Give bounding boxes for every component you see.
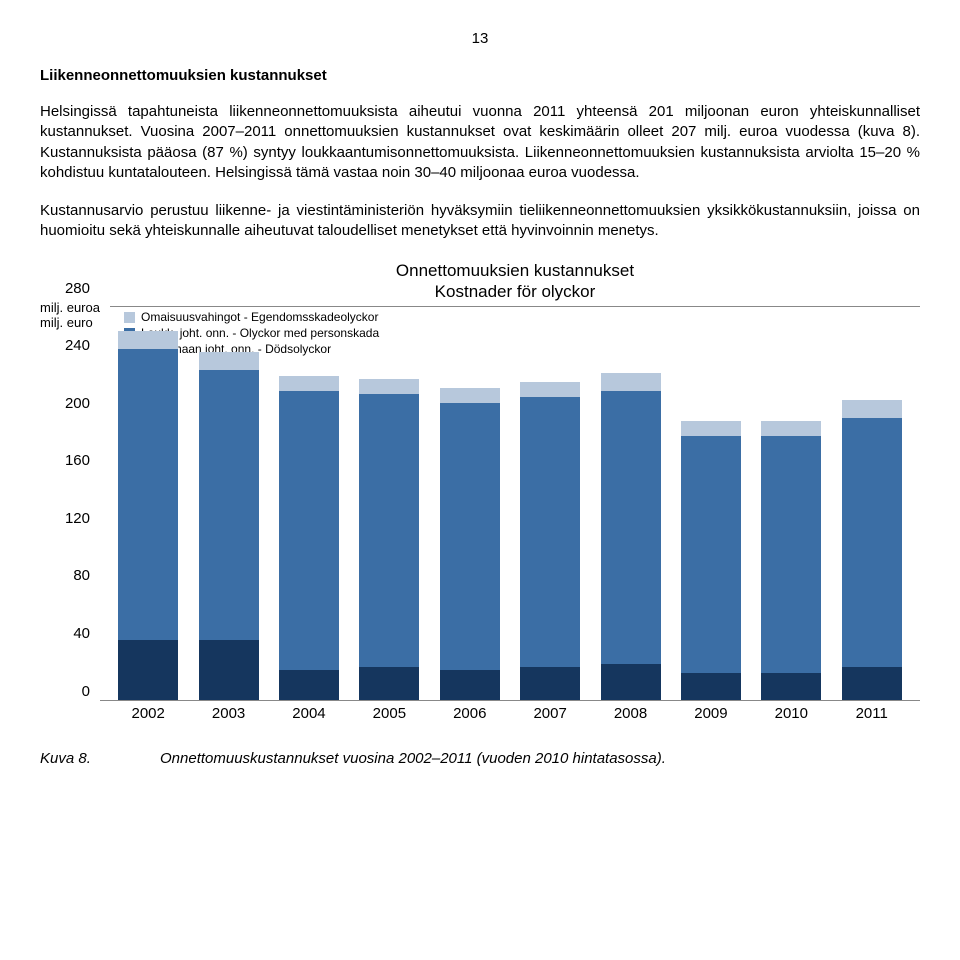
- bar-segment-deaths: [842, 667, 902, 700]
- y-tick: 240: [65, 337, 90, 354]
- bar: [520, 382, 580, 700]
- bar-segment-injuries: [118, 349, 178, 640]
- bar-segment-property: [279, 376, 339, 391]
- y-axis: 280 240 200 160 120 80 40 0: [40, 280, 100, 700]
- cost-chart: milj. euroa milj. euro Onnettomuuksien k…: [40, 260, 920, 722]
- x-tick: 2004: [279, 705, 339, 722]
- bar-segment-deaths: [761, 673, 821, 700]
- bar-segment-property: [359, 379, 419, 394]
- figure-caption: Kuva 8. Onnettomuuskustannukset vuosina …: [40, 750, 920, 767]
- bar-segment-deaths: [359, 667, 419, 700]
- plot-region: [100, 280, 920, 701]
- x-tick: 2011: [842, 705, 902, 722]
- caption-text: Onnettomuuskustannukset vuosina 2002–201…: [160, 750, 666, 767]
- page-number: 13: [40, 30, 920, 47]
- y-tick: 0: [82, 683, 90, 700]
- bar-segment-injuries: [601, 391, 661, 664]
- bar-segment-injuries: [761, 436, 821, 673]
- caption-label: Kuva 8.: [40, 750, 160, 767]
- bar-segment-property: [761, 421, 821, 436]
- bar-segment-injuries: [199, 370, 259, 640]
- bar-segment-deaths: [681, 673, 741, 700]
- bar-segment-deaths: [520, 667, 580, 700]
- y-tick: 200: [65, 395, 90, 412]
- section-heading: Liikenneonnettomuuksien kustannukset: [40, 67, 920, 84]
- bar-segment-injuries: [520, 397, 580, 667]
- paragraph-1: Helsingissä tapahtuneista liikenneonnett…: [40, 102, 920, 183]
- bar-segment-deaths: [440, 670, 500, 700]
- chart-plot-area: 280 240 200 160 120 80 40 0: [40, 280, 920, 701]
- bar-segment-property: [440, 388, 500, 403]
- bar-segment-injuries: [842, 418, 902, 667]
- bar: [761, 421, 821, 700]
- bar-segment-injuries: [440, 403, 500, 670]
- bar-segment-deaths: [279, 670, 339, 700]
- x-tick: 2007: [520, 705, 580, 722]
- bar-segment-property: [601, 373, 661, 391]
- bar-segment-deaths: [199, 640, 259, 700]
- bar: [681, 421, 741, 700]
- x-tick: 2005: [359, 705, 419, 722]
- chart-title-line1: Onnettomuuksien kustannukset: [110, 260, 920, 281]
- bar: [118, 331, 178, 700]
- bar: [279, 376, 339, 700]
- y-tick: 80: [73, 567, 90, 584]
- x-tick: 2002: [118, 705, 178, 722]
- bar-segment-injuries: [681, 436, 741, 673]
- bar-segment-property: [199, 352, 259, 370]
- x-tick: 2009: [681, 705, 741, 722]
- y-tick: 160: [65, 452, 90, 469]
- y-tick: 120: [65, 510, 90, 527]
- bars-container: [100, 280, 920, 700]
- bar-segment-property: [842, 400, 902, 418]
- bar: [601, 373, 661, 700]
- bar: [440, 388, 500, 700]
- x-tick: 2010: [761, 705, 821, 722]
- bar-segment-injuries: [359, 394, 419, 667]
- y-tick: 280: [65, 280, 90, 297]
- bar-segment-property: [520, 382, 580, 397]
- x-tick: 2006: [440, 705, 500, 722]
- bar: [359, 379, 419, 700]
- bar-segment-property: [118, 331, 178, 349]
- bar-segment-deaths: [118, 640, 178, 700]
- bar: [199, 352, 259, 700]
- bar-segment-injuries: [279, 391, 339, 670]
- x-axis: 2002 2003 2004 2005 2006 2007 2008 2009 2010 2011: [100, 701, 920, 722]
- y-tick: 40: [73, 625, 90, 642]
- paragraph-2: Kustannusarvio perustuu liikenne- ja vie…: [40, 201, 920, 242]
- bar-segment-deaths: [601, 664, 661, 700]
- x-tick: 2008: [601, 705, 661, 722]
- bar-segment-property: [681, 421, 741, 436]
- x-tick: 2003: [199, 705, 259, 722]
- bar: [842, 400, 902, 700]
